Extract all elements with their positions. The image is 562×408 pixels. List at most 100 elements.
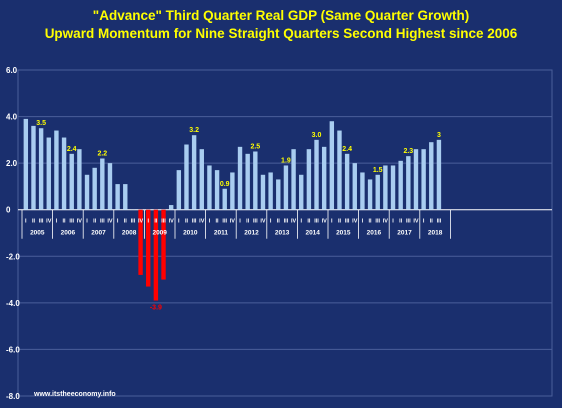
bar xyxy=(306,149,312,210)
quarter-tick-label: I xyxy=(117,219,119,225)
quarter-tick-label: I xyxy=(25,219,27,225)
quarter-tick-label: III xyxy=(314,219,319,225)
quarter-tick-label: III xyxy=(375,219,380,225)
bar xyxy=(337,130,342,210)
quarter-tick-label: II xyxy=(307,219,311,225)
y-tick-label: 2.0 xyxy=(6,159,18,168)
quarter-tick-label: I xyxy=(300,219,302,225)
data-label: 0.9 xyxy=(220,181,230,188)
chart-title: "Advance" Third Quarter Real GDP (Same Q… xyxy=(93,8,469,23)
quarter-tick-label: III xyxy=(284,219,289,225)
bar xyxy=(214,170,220,210)
bar xyxy=(77,149,82,210)
quarter-tick-label: IV xyxy=(352,219,358,225)
quarter-tick-label: III xyxy=(131,219,136,225)
bar xyxy=(268,172,273,210)
bar xyxy=(153,209,159,301)
bar xyxy=(23,118,29,210)
data-label: 2.3 xyxy=(403,148,413,155)
quarter-tick-label: II xyxy=(246,219,250,225)
quarter-tick-label: IV xyxy=(169,219,175,225)
bar xyxy=(436,139,442,210)
quarter-tick-label: III xyxy=(39,219,44,225)
data-label: -3.9 xyxy=(150,305,162,312)
year-label: 2015 xyxy=(336,230,351,237)
year-label: 2010 xyxy=(183,230,198,237)
quarter-tick-label: IV xyxy=(291,219,297,225)
bar xyxy=(31,125,36,210)
bar xyxy=(38,128,44,210)
quarter-tick-label: IV xyxy=(138,219,144,225)
data-label: 1.9 xyxy=(281,157,291,164)
bar xyxy=(352,163,357,210)
bar xyxy=(176,170,182,210)
bar xyxy=(84,174,90,210)
bar xyxy=(291,149,296,210)
bar xyxy=(222,188,227,210)
bar xyxy=(230,172,235,210)
data-label: 3.5 xyxy=(36,120,46,127)
quarter-tick-label: III xyxy=(100,219,105,225)
year-label: 2006 xyxy=(61,230,76,237)
quarter-tick-label: II xyxy=(154,219,158,225)
bar xyxy=(191,135,197,210)
data-label: 2.4 xyxy=(67,146,77,153)
quarter-tick-label: II xyxy=(93,219,97,225)
quarter-tick-label: IV xyxy=(46,219,52,225)
chart-subtitle: Upward Momentum for Nine Straight Quarte… xyxy=(45,26,518,41)
quarter-tick-label: II xyxy=(430,219,434,225)
bar xyxy=(46,137,51,210)
quarter-tick-label: I xyxy=(392,219,394,225)
quarter-tick-label: I xyxy=(270,219,272,225)
data-labels: 3.5 2.4 2.2 -3.9 3.2 0.9 2.5 1.9 3.0 2.4 1.5 2.3 3 xyxy=(36,120,441,311)
year-label: 2014 xyxy=(305,230,320,237)
quarter-tick-label: I xyxy=(147,219,149,225)
bar xyxy=(329,121,335,210)
bars xyxy=(23,118,442,301)
y-tick-label: -6.0 xyxy=(6,345,20,354)
y-tick-label: 0 xyxy=(6,206,11,215)
quarter-tick-label: II xyxy=(185,219,189,225)
y-tick-label: -4.0 xyxy=(6,299,20,308)
year-label: 2017 xyxy=(397,230,412,237)
bar xyxy=(360,172,365,210)
quarter-tick-label: I xyxy=(209,219,211,225)
bar xyxy=(69,153,74,210)
quarter-tick-label: II xyxy=(277,219,281,225)
bar xyxy=(383,165,388,210)
quarter-tick-label: IV xyxy=(260,219,266,225)
quarter-tick-label: II xyxy=(338,219,342,225)
data-label: 3.0 xyxy=(312,132,322,139)
quarter-tick-label: I xyxy=(178,219,180,225)
bar xyxy=(406,156,411,210)
bar xyxy=(367,179,373,210)
quarter-tick-label: II xyxy=(63,219,67,225)
year-label: 2016 xyxy=(367,230,382,237)
bar xyxy=(398,160,403,210)
quarter-tick-label: IV xyxy=(230,219,236,225)
data-label: 1.5 xyxy=(373,167,383,174)
bar xyxy=(54,130,59,210)
quarter-tick-label: IV xyxy=(322,219,328,225)
quarter-tick-label: IV xyxy=(77,219,83,225)
source-label: www.itstheeconomy.info xyxy=(33,391,116,398)
bar xyxy=(390,165,396,210)
bar xyxy=(283,165,289,210)
quarter-tick-label: III xyxy=(69,219,74,225)
year-label: 2012 xyxy=(244,230,259,237)
year-label: 2009 xyxy=(152,230,167,237)
y-tick-label: 6.0 xyxy=(6,66,18,75)
y-tick-label: -2.0 xyxy=(6,252,20,261)
bar xyxy=(115,184,120,210)
bar xyxy=(421,149,426,210)
quarter-tick-label: III xyxy=(161,219,166,225)
bar xyxy=(161,209,166,280)
y-tick-label: -8.0 xyxy=(6,392,20,401)
data-label: 2.5 xyxy=(250,144,260,151)
bar xyxy=(92,167,97,210)
quarter-tick-label: III xyxy=(345,219,350,225)
bar xyxy=(253,151,258,210)
bar xyxy=(146,209,151,287)
bar xyxy=(276,179,281,210)
year-label: 2013 xyxy=(275,230,290,237)
